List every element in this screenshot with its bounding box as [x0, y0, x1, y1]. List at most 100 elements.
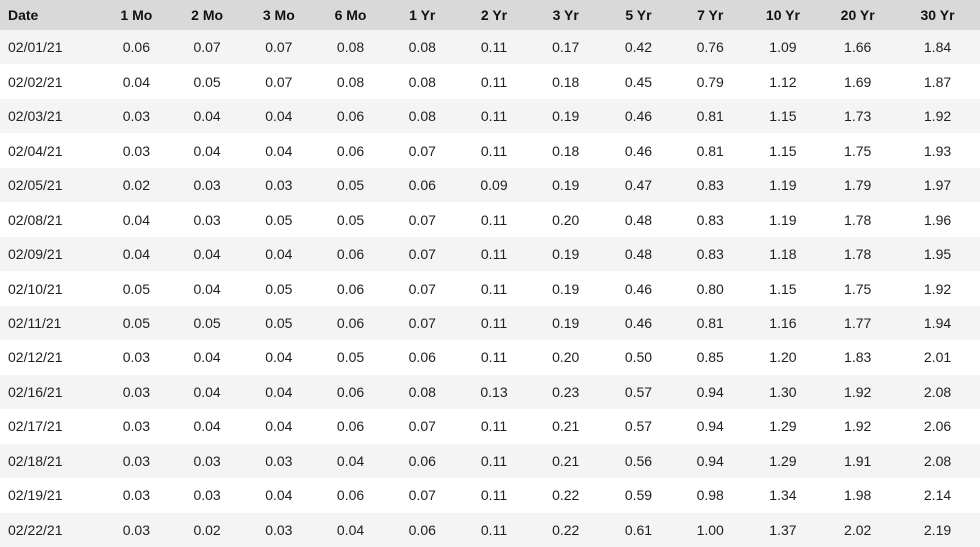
rate-cell: 0.05 [193, 314, 221, 331]
rate-cell: 0.08 [408, 73, 436, 90]
date-cell: 02/01/21 [8, 39, 63, 56]
rate-cell: 0.05 [265, 211, 293, 228]
column-header-date[interactable]: Date [8, 7, 39, 23]
column-header[interactable]: 2 Yr [480, 7, 508, 23]
rate-cell: 0.03 [193, 177, 221, 194]
rate-cell: 0.46 [624, 108, 653, 125]
rate-cell: 1.15 [769, 142, 797, 159]
rate-cell: 1.75 [844, 280, 872, 297]
rate-cell: 1.34 [769, 487, 797, 504]
table-row: 02/18/21 0.03 0.03 0.03 0.04 0.06 0.11 0.21 0.56… [0, 443, 980, 479]
rate-cell: 0.08 [408, 108, 436, 125]
rate-cell: 0.47 [624, 177, 653, 194]
rate-cell: 0.08 [408, 39, 436, 56]
rate-cell: 2.01 [923, 349, 952, 366]
table-row: 02/05/21 0.02 0.03 0.03 0.05 0.06 0.09 0.19 0.47… [0, 167, 980, 203]
rate-cell: 0.03 [122, 452, 150, 469]
rate-cell: 0.05 [265, 280, 293, 297]
rate-cell: 1.15 [769, 108, 797, 125]
rate-cell: 0.17 [552, 39, 580, 56]
rate-cell: 0.83 [696, 246, 724, 263]
rate-cell: 0.19 [552, 280, 580, 297]
rate-cell: 1.94 [923, 314, 952, 331]
rate-cell: 0.20 [552, 349, 580, 366]
column-header[interactable]: 5 Yr [625, 7, 652, 23]
rate-cell: 0.07 [408, 211, 436, 228]
rate-cell: 0.05 [265, 314, 293, 331]
rate-cell: 0.11 [480, 108, 508, 125]
rate-cell: 1.93 [923, 142, 952, 159]
date-cell: 02/16/21 [8, 383, 63, 400]
rate-cell: 0.03 [122, 349, 150, 366]
column-header[interactable]: 20 Yr [840, 7, 875, 23]
rate-cell: 0.50 [624, 349, 653, 366]
rate-cell: 0.04 [265, 487, 293, 504]
rate-cell: 0.03 [122, 142, 150, 159]
rate-cell: 1.66 [844, 39, 872, 56]
rate-cell: 1.97 [923, 177, 952, 194]
rate-cell: 0.04 [265, 246, 293, 263]
rate-cell: 1.16 [769, 314, 797, 331]
rate-cell: 0.19 [552, 108, 580, 125]
rate-cell: 0.57 [624, 383, 653, 400]
rate-cell: 0.06 [336, 487, 365, 504]
rate-cell: 1.87 [923, 73, 952, 90]
table-row: 02/04/21 0.03 0.04 0.04 0.06 0.07 0.11 0.18 0.46… [0, 133, 980, 168]
rate-cell: 0.11 [480, 349, 508, 366]
rate-cell: 0.04 [193, 108, 221, 125]
rate-cell: 0.04 [336, 452, 365, 469]
rate-cell: 0.11 [480, 211, 508, 228]
date-cell: 02/03/21 [8, 108, 63, 125]
rate-cell: 0.22 [552, 521, 580, 538]
table-row: 02/19/21 0.03 0.03 0.04 0.06 0.07 0.11 0.22 0.59… [0, 478, 980, 513]
rate-cell: 0.21 [552, 418, 580, 435]
rate-cell: 1.83 [844, 349, 872, 366]
rate-cell: 0.19 [552, 246, 580, 263]
rate-cell: 0.79 [696, 73, 724, 90]
rate-cell: 0.11 [480, 73, 508, 90]
rate-cell: 0.06 [408, 349, 436, 366]
column-header[interactable]: 7 Yr [697, 7, 724, 23]
rate-cell: 0.11 [480, 280, 508, 297]
rate-cell: 0.76 [696, 39, 724, 56]
column-header[interactable]: 30 Yr [920, 7, 955, 23]
rate-cell: 0.06 [336, 108, 365, 125]
column-header[interactable]: 3 Mo [262, 7, 295, 23]
date-cell: 02/19/21 [8, 487, 63, 504]
date-cell: 02/08/21 [8, 211, 63, 228]
rate-cell: 1.29 [769, 452, 797, 469]
column-header[interactable]: 10 Yr [765, 7, 800, 23]
table-row: 02/11/21 0.05 0.05 0.05 0.06 0.07 0.11 0.19 0.46… [0, 305, 980, 341]
rate-cell: 1.19 [769, 177, 797, 194]
rate-cell: 0.22 [552, 487, 580, 504]
column-header[interactable]: 6 Mo [334, 7, 367, 23]
rate-cell: 0.19 [552, 314, 580, 331]
rate-cell: 0.04 [122, 73, 150, 90]
column-header[interactable]: 3 Yr [552, 7, 579, 23]
table-body: 02/01/21 0.06 0.07 0.07 0.08 0.08 0.11 0.17 0.42… [0, 30, 980, 547]
rate-cell: 1.95 [923, 246, 952, 263]
rate-cell: 0.03 [122, 418, 150, 435]
rate-cell: 0.57 [624, 418, 653, 435]
rate-cell: 0.08 [336, 73, 365, 90]
column-header[interactable]: 1 Mo [120, 7, 153, 23]
rate-cell: 0.06 [336, 280, 365, 297]
rate-cell: 2.14 [923, 487, 952, 504]
rate-cell: 1.92 [844, 418, 872, 435]
rate-cell: 0.06 [408, 452, 436, 469]
rate-cell: 0.03 [265, 177, 293, 194]
rate-cell: 1.92 [923, 280, 952, 297]
rate-cell: 0.03 [122, 487, 150, 504]
rate-cell: 0.04 [265, 142, 293, 159]
rate-cell: 0.06 [408, 521, 436, 538]
rate-cell: 0.06 [122, 39, 150, 56]
rate-cell: 1.84 [923, 39, 952, 56]
table-row: 02/03/21 0.03 0.04 0.04 0.06 0.08 0.11 0.19 0.46… [0, 98, 980, 134]
rate-cell: 0.04 [122, 246, 150, 263]
column-header[interactable]: 2 Mo [191, 7, 224, 23]
rate-cell: 0.45 [624, 73, 653, 90]
rate-cell: 0.81 [696, 314, 724, 331]
column-header[interactable]: 1 Yr [409, 7, 436, 23]
rate-cell: 0.05 [193, 73, 221, 90]
rate-cell: 0.83 [696, 211, 724, 228]
